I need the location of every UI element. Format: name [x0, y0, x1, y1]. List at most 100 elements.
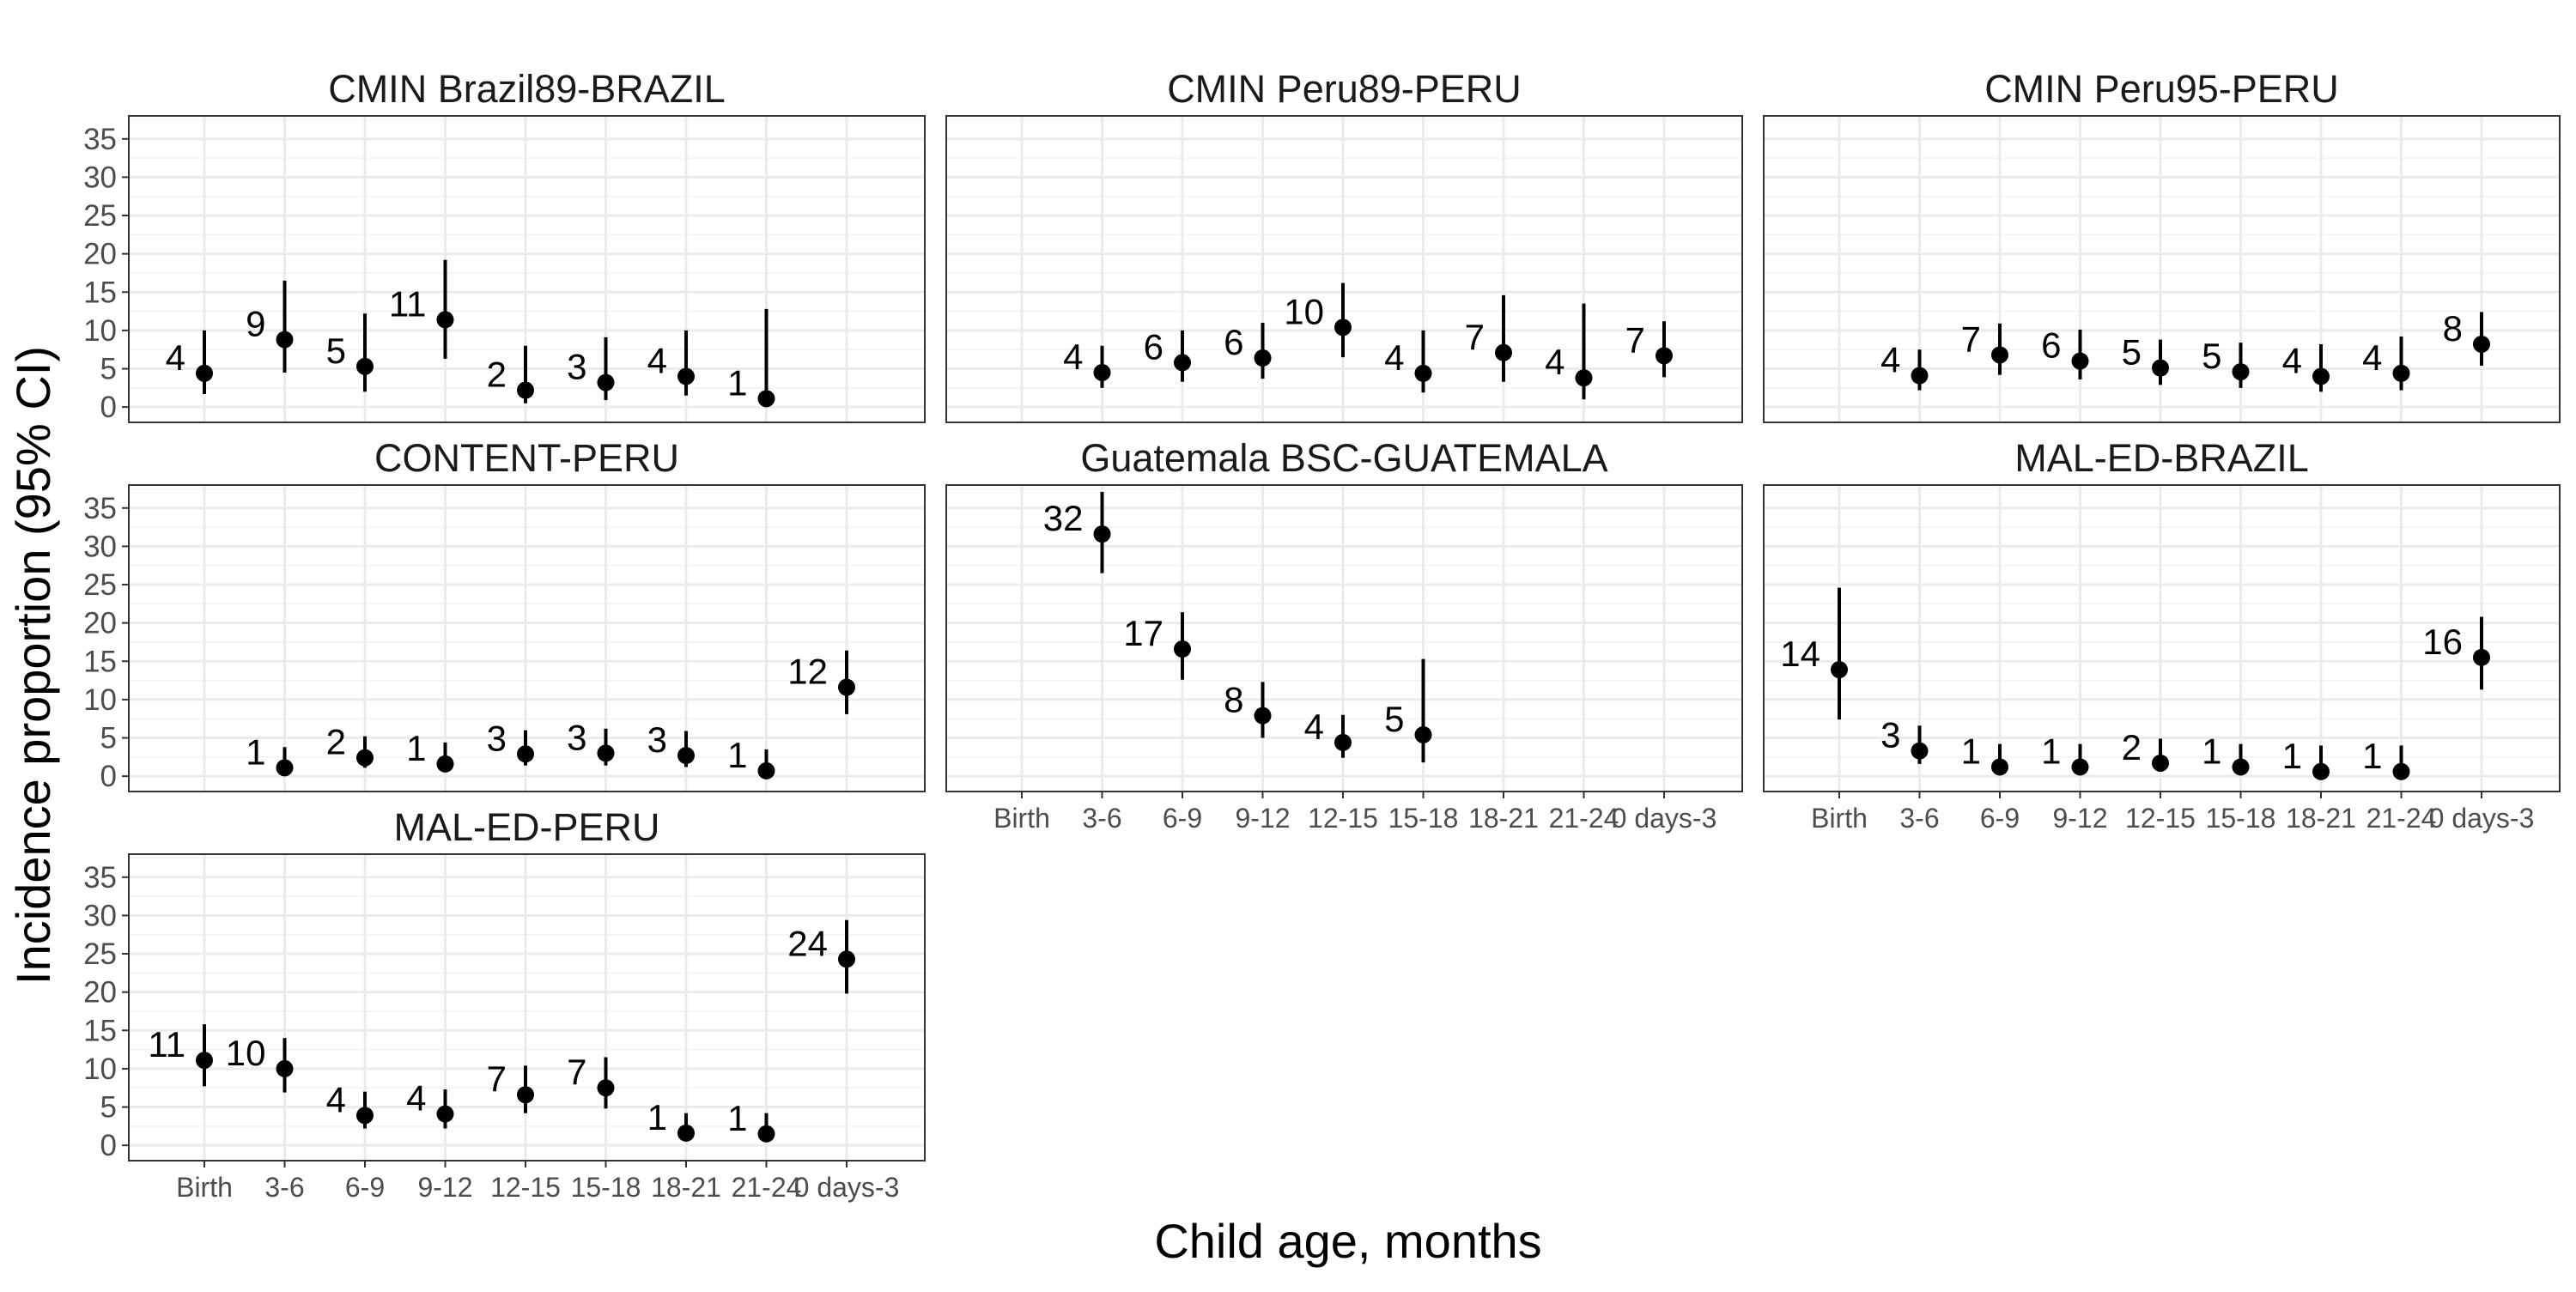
- data-label: 4: [1304, 707, 1324, 747]
- y-tick-label: 5: [100, 1091, 117, 1125]
- y-tick-label: 35: [83, 123, 117, 156]
- data-label: 7: [567, 1052, 586, 1092]
- data-point: [436, 1105, 454, 1123]
- panel-title: CMIN Peru89-PERU: [1167, 67, 1522, 111]
- data-label: 3: [647, 719, 667, 760]
- y-tick-label: 20: [83, 976, 117, 1010]
- y-tick-label: 15: [83, 645, 117, 678]
- data-label: 8: [1224, 680, 1243, 720]
- panel-border: [128, 115, 926, 423]
- panel-title: CMIN Peru95-PERU: [1984, 67, 2339, 111]
- panel-cmin-peru89-peru: CMIN Peru89-PERU 4 6 6 10 4 7 4 7: [945, 67, 1743, 423]
- data-point: [757, 761, 775, 779]
- panel-border: [128, 853, 926, 1162]
- data-label: 10: [1284, 291, 1324, 331]
- x-tick-label: 15-18: [2206, 803, 2276, 834]
- data-point: [1991, 758, 2008, 776]
- data-label: 4: [647, 340, 667, 380]
- data-label: 3: [567, 717, 586, 757]
- data-point: [1254, 707, 1272, 725]
- data-point: [2312, 762, 2330, 780]
- data-label: 5: [2122, 332, 2142, 373]
- y-tick-label: 10: [83, 683, 117, 717]
- y-tick-label: 5: [100, 722, 117, 755]
- data-point: [1911, 742, 1929, 760]
- x-tick-label: 21-24: [2366, 803, 2437, 834]
- y-tick-label: 5: [100, 353, 117, 386]
- x-tick-label: 12-15: [490, 1172, 561, 1203]
- data-point: [1831, 661, 1848, 679]
- x-tick-label: 0 days-3: [794, 1172, 900, 1203]
- data-label: 1: [727, 735, 747, 775]
- data-label: 10: [226, 1033, 266, 1073]
- data-label: 7: [1961, 318, 1981, 359]
- panel-cmin-brazil89-brazil: CMIN Brazil89-BRAZIL 0 5 10 15 20 25 30 35 4 9 5 11 2…: [83, 67, 926, 424]
- data-point: [1656, 347, 1673, 365]
- data-label: 4: [1063, 337, 1083, 377]
- data-label: 1: [2362, 736, 2382, 776]
- x-tick-label: Birth: [176, 1172, 233, 1203]
- data-point: [677, 747, 695, 765]
- data-label: 1: [246, 731, 265, 772]
- panel-title: Guatemala BSC-GUATEMALA: [1080, 436, 1607, 480]
- data-label: 14: [1780, 634, 1820, 674]
- data-label: 1: [647, 1097, 667, 1137]
- data-point: [757, 1125, 775, 1143]
- data-point: [1911, 367, 1929, 385]
- data-label: 12: [787, 652, 828, 692]
- data-label: 9: [246, 304, 265, 344]
- data-label: 1: [2282, 736, 2302, 776]
- y-tick-label: 15: [83, 1014, 117, 1047]
- data-point: [517, 745, 534, 763]
- y-axis-title: Incidence proportion (95% CI): [6, 346, 60, 985]
- data-label: 5: [1384, 699, 1404, 739]
- data-label: 1: [727, 362, 747, 403]
- panel-guatemala-bsc-guatemala: Guatemala BSC-GUATEMALA Birth 3-6 6-9 9-12 12…: [945, 436, 1743, 834]
- data-point: [1093, 525, 1111, 543]
- data-point: [1334, 733, 1352, 751]
- data-point: [436, 755, 454, 773]
- data-point: [838, 950, 855, 968]
- y-tick-label: 25: [83, 199, 117, 233]
- data-point: [838, 678, 855, 696]
- data-point: [1495, 343, 1512, 361]
- panels: CMIN Brazil89-BRAZIL05101520253035495112…: [83, 67, 2561, 1203]
- data-point: [2232, 363, 2250, 381]
- data-label: 4: [406, 1078, 426, 1119]
- data-label: 4: [2362, 337, 2382, 378]
- y-tick-label: 25: [83, 568, 117, 602]
- y-tick-label: 30: [83, 530, 117, 563]
- data-point: [2473, 648, 2490, 666]
- data-point: [1575, 369, 1593, 387]
- panel-border: [128, 484, 926, 792]
- y-tick-label: 10: [83, 1052, 117, 1086]
- x-axis-title: Child age, months: [1154, 1214, 1541, 1268]
- data-label: 2: [326, 722, 346, 762]
- y-tick-label: 20: [83, 238, 117, 271]
- data-point: [2152, 359, 2169, 377]
- x-tick-label: 3-6: [1082, 803, 1121, 834]
- y-tick-label: 10: [83, 314, 117, 348]
- data-label: 11: [389, 283, 427, 324]
- data-label: 4: [2282, 340, 2302, 380]
- data-point: [597, 1079, 615, 1097]
- data-point: [2152, 754, 2169, 772]
- data-point: [196, 1052, 213, 1070]
- data-point: [2392, 762, 2410, 780]
- panel-title: CMIN Brazil89-BRAZIL: [328, 67, 726, 111]
- x-tick-label: 12-15: [2125, 803, 2196, 834]
- data-point: [1174, 354, 1191, 372]
- x-tick-label: 0 days-3: [1612, 803, 1717, 834]
- panel-border: [1763, 484, 2561, 792]
- x-tick-label: 0 days-3: [2429, 803, 2535, 834]
- x-tick-label: 9-12: [417, 1172, 472, 1203]
- data-point: [356, 357, 374, 375]
- data-point: [1334, 318, 1352, 337]
- data-label: 7: [487, 1058, 507, 1099]
- data-label: 6: [1144, 326, 1163, 367]
- data-point: [2071, 758, 2089, 776]
- y-tick-label: 0: [100, 391, 117, 424]
- data-label: 24: [787, 923, 828, 963]
- data-point: [677, 1124, 695, 1142]
- data-point: [1254, 349, 1272, 367]
